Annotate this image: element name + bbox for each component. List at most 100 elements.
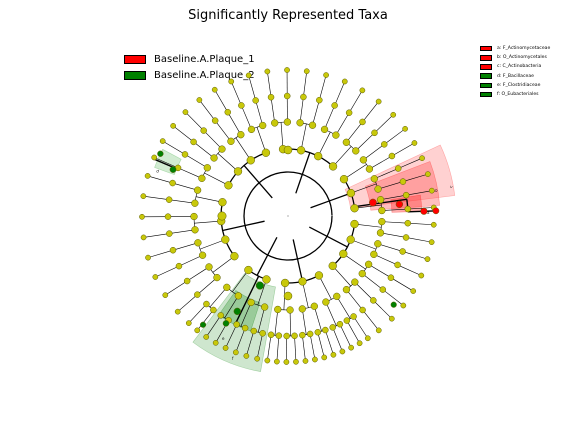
- branch-radial: [214, 120, 232, 142]
- branch-radial: [324, 105, 335, 130]
- branch-radial: [374, 114, 394, 134]
- branch-radial: [398, 157, 423, 169]
- branch-radial: [204, 172, 229, 186]
- branch-radial: [369, 155, 393, 170]
- branch-radial: [363, 144, 385, 161]
- branch-radial: [197, 309, 214, 331]
- taxon-node-148: [227, 137, 235, 145]
- branch-radial: [380, 232, 407, 238]
- taxon-node-27: [350, 219, 359, 229]
- taxon-node-3: [411, 140, 418, 146]
- taxon-node-122: [164, 213, 172, 220]
- branch-radial: [143, 233, 170, 238]
- taxon-node-19: [378, 206, 386, 215]
- taxon-node-142: [182, 109, 189, 115]
- branch-radial: [377, 181, 404, 190]
- taxon-node-1: [381, 141, 388, 148]
- taxon-node-176: [320, 125, 329, 134]
- branch-radial: [232, 269, 249, 292]
- branch-radial: [380, 194, 407, 200]
- branch-radial: [243, 165, 260, 184]
- taxon-node-63: [314, 328, 322, 336]
- taxon-node-179: [332, 131, 340, 139]
- branch-radial: [224, 295, 239, 319]
- branch-radial: [199, 99, 216, 121]
- taxon-node-5: [365, 165, 374, 173]
- taxon-node-23: [378, 217, 386, 226]
- taxon-node-190: [283, 145, 293, 155]
- taxon-node-128: [144, 173, 151, 179]
- taxon-node-14: [428, 187, 435, 194]
- taxon-node-65: [312, 356, 318, 363]
- taxon-node-123: [190, 212, 198, 221]
- taxa-label-d: d: F_Bacillaceae: [497, 73, 534, 79]
- taxon-node-112: [175, 262, 183, 270]
- taxon-node-117: [221, 235, 230, 244]
- taxon-node-184: [390, 111, 397, 118]
- taxon-node-22: [404, 219, 412, 227]
- branch-radial: [248, 75, 256, 101]
- taxon-node-139: [170, 123, 176, 129]
- taxon-node-131: [218, 198, 227, 207]
- taxon-node-102: [223, 283, 231, 291]
- taxon-node-201: [390, 301, 397, 308]
- taxon-node-151: [237, 131, 245, 139]
- taxon-node-196: [233, 307, 241, 316]
- branch-radial: [154, 157, 179, 169]
- taxa-label-f: f: O_Eubacteriales: [497, 92, 539, 98]
- branch-radial: [162, 140, 186, 155]
- branch-radial: [354, 281, 374, 301]
- branch-radial: [172, 125, 194, 143]
- taxon-node-134: [198, 174, 206, 182]
- taxon-node-145: [233, 167, 243, 176]
- taxon-node-33: [370, 250, 378, 258]
- taxon-node-88: [241, 324, 249, 332]
- branch-radial: [332, 146, 352, 167]
- taxon-node-163: [284, 67, 290, 73]
- taxon-node-50: [350, 313, 357, 320]
- branch-radial: [143, 195, 170, 200]
- branch-radial: [246, 330, 255, 357]
- taxon-node-47: [342, 285, 351, 294]
- branch-radial: [240, 302, 252, 327]
- taxa-label-b: b: O_Actinomycetales: [497, 55, 547, 61]
- taxon-node-90: [233, 321, 240, 328]
- taxon-node-76: [274, 358, 280, 365]
- branch-radial: [230, 81, 242, 106]
- taxon-node-74: [283, 332, 290, 340]
- taxon-node-83: [259, 330, 266, 337]
- sector-label-b: b: [433, 188, 438, 192]
- taxon-node-120: [191, 226, 199, 234]
- taxa-label-a: a: F_Actinomycetaceae: [497, 46, 551, 52]
- taxon-node-20: [350, 204, 359, 213]
- branch-radial: [185, 111, 204, 131]
- taxon-node-10: [425, 171, 431, 177]
- taxon-node-109: [205, 263, 213, 271]
- taxon-node-146: [196, 97, 203, 103]
- branch-radial: [373, 254, 398, 266]
- branch-radial: [209, 287, 228, 308]
- taxon-node-51: [356, 340, 363, 347]
- taxon-node-21: [430, 221, 437, 228]
- branch-radial: [374, 168, 399, 180]
- taxon-node-93: [212, 339, 219, 346]
- taxon-node-36: [387, 274, 395, 281]
- taxon-node-164: [283, 92, 291, 100]
- taxon-node-155: [247, 125, 256, 134]
- branch-radial: [178, 254, 203, 267]
- taxon-node-87: [232, 349, 239, 356]
- taxon-node-167: [303, 68, 310, 75]
- taxon-node-118: [140, 234, 147, 241]
- taxon-node-129: [169, 179, 176, 187]
- taxon-node-195: [255, 281, 264, 290]
- branch-radial: [195, 196, 223, 203]
- taxon-node-12: [374, 185, 382, 193]
- branch-radial: [205, 315, 222, 338]
- branch-radial: [302, 281, 309, 308]
- taxa-legend: a: F_Actinomycetaceae b: O_Actinomycetal…: [480, 44, 550, 99]
- taxa-legend-entry-b: b: O_Actinomycetales: [480, 53, 550, 62]
- taxa-legend-entry-c: c: C_Actinobacteria: [480, 62, 550, 71]
- taxon-node-77: [275, 332, 283, 339]
- taxon-node-24: [428, 239, 435, 245]
- root-node: [287, 215, 289, 217]
